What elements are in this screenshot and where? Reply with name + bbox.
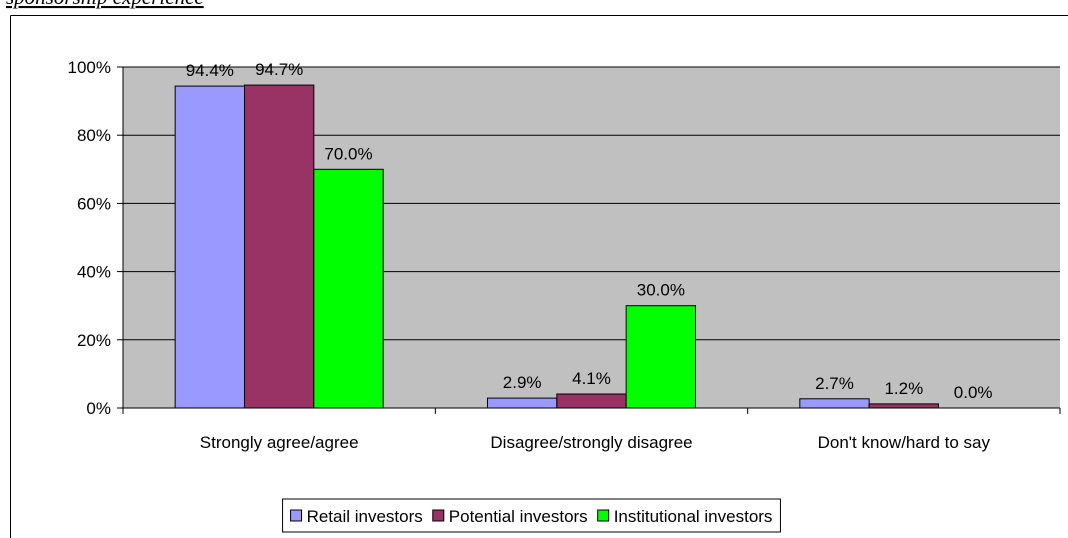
bar xyxy=(556,393,627,409)
bar xyxy=(486,397,558,409)
y-tick-label: 40% xyxy=(77,263,111,282)
value-label: 30.0% xyxy=(637,281,685,300)
bar xyxy=(313,168,384,409)
legend-swatch xyxy=(597,509,610,522)
value-label: 94.4% xyxy=(186,61,234,80)
legend-box xyxy=(282,498,781,533)
value-label: 70.0% xyxy=(324,144,372,163)
x-tick-label: Don't know/hard to say xyxy=(818,433,991,452)
legend-label: Retail investors xyxy=(307,507,423,526)
bar xyxy=(174,85,245,409)
caption: sponsorship experience xyxy=(6,0,204,9)
x-tick-label: Disagree/strongly disagree xyxy=(490,433,692,452)
bar xyxy=(243,84,315,409)
value-label: 2.7% xyxy=(815,374,854,393)
bar xyxy=(868,403,940,409)
y-tick-label: 80% xyxy=(77,126,111,145)
y-tick-label: 0% xyxy=(86,399,111,418)
y-tick-label: 60% xyxy=(77,194,111,213)
value-label: 1.2% xyxy=(884,379,923,398)
bar xyxy=(625,305,697,409)
y-tick-label: 20% xyxy=(77,331,111,350)
value-label: 4.1% xyxy=(572,369,611,388)
x-tick-label: Strongly agree/agree xyxy=(200,433,359,452)
bar xyxy=(799,398,870,409)
value-label: 0.0% xyxy=(954,383,993,402)
legend-swatch xyxy=(290,509,303,522)
value-label: 2.9% xyxy=(503,373,542,392)
legend-label: Potential investors xyxy=(449,507,588,526)
value-label: 94.7% xyxy=(255,60,303,79)
legend-label: Institutional investors xyxy=(614,507,773,526)
y-tick-label: 100% xyxy=(68,58,111,77)
legend: Retail investors Potential investors Insti… xyxy=(282,498,781,533)
legend-swatch xyxy=(432,509,445,522)
